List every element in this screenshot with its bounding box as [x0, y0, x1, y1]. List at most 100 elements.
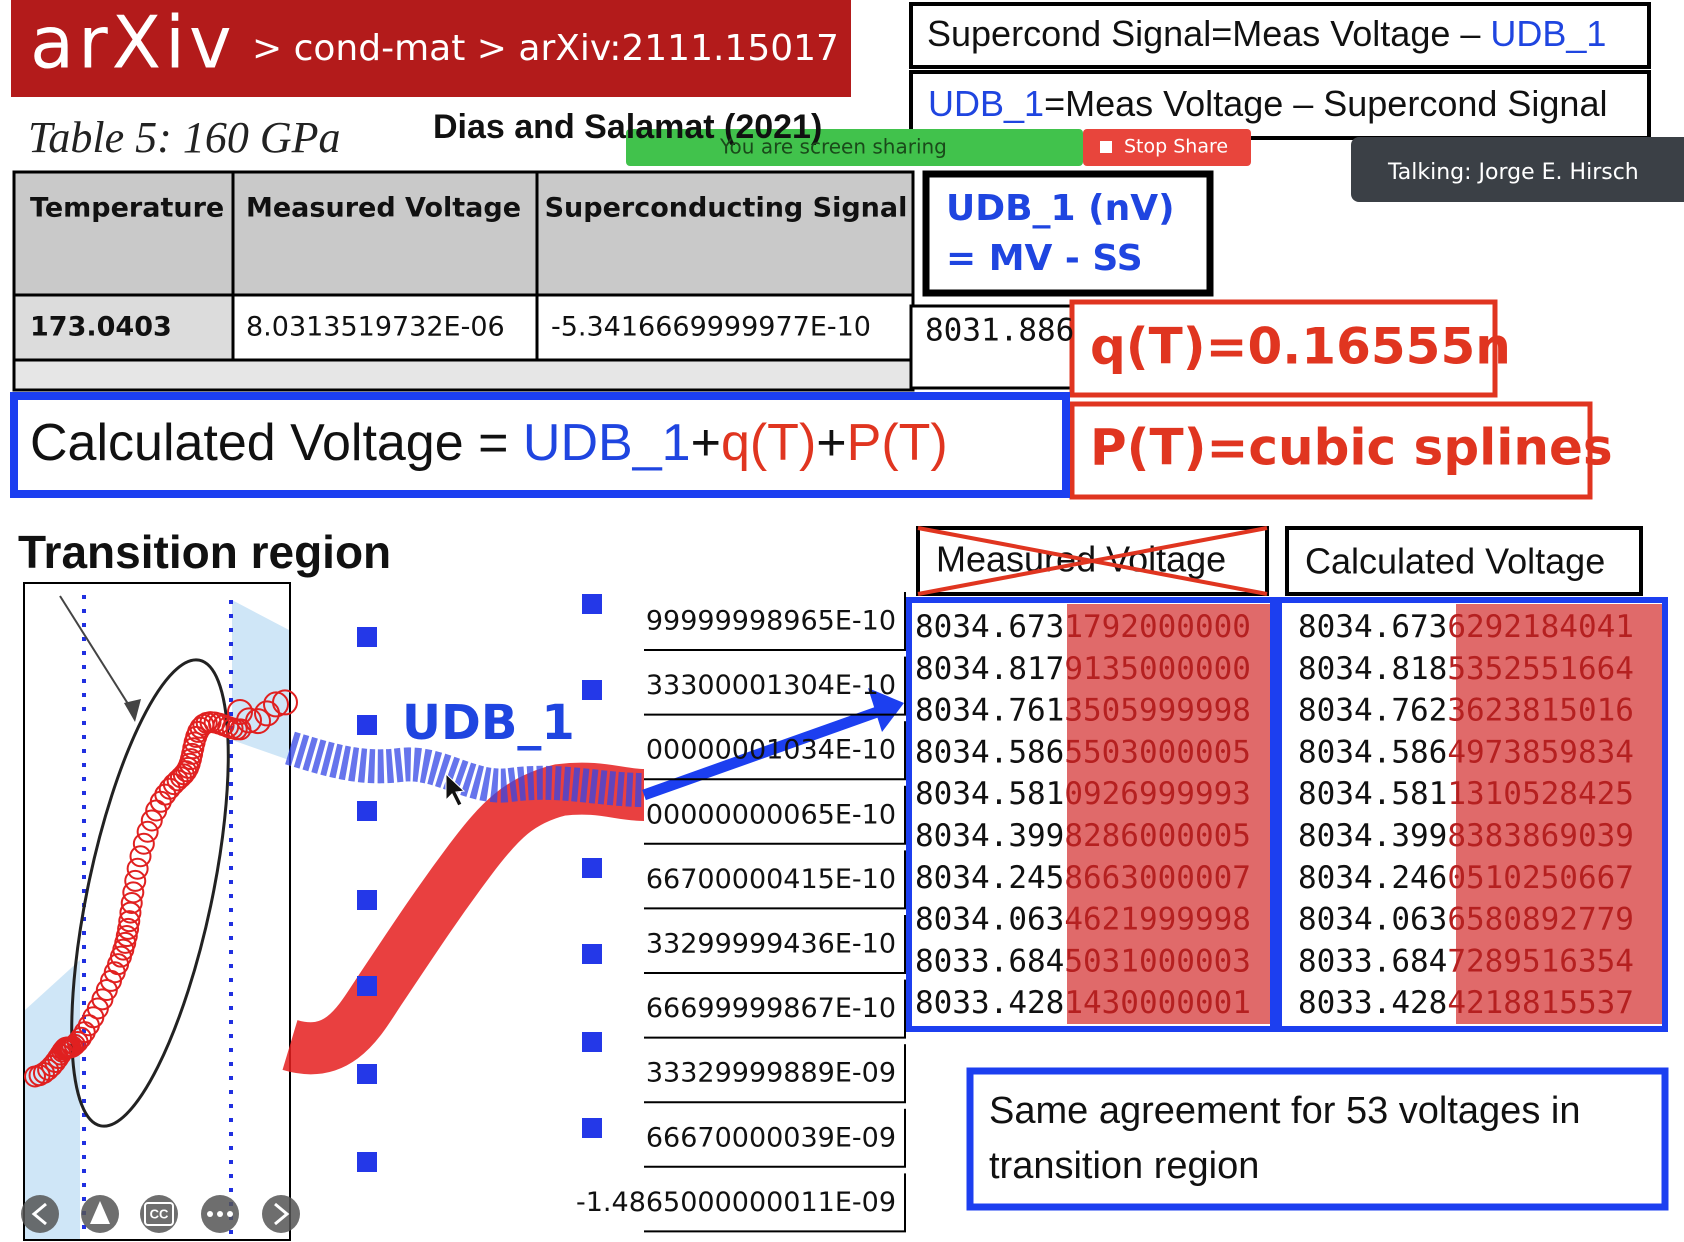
control-button[interactable]	[262, 1195, 300, 1233]
voltage-suffix: 1310528425	[1447, 776, 1634, 812]
icon	[274, 1202, 290, 1226]
voltage-value: 8034.6736292184041	[1298, 609, 1634, 645]
signal-value: 33299999436E-10	[646, 929, 896, 960]
icon	[227, 1211, 233, 1217]
icon	[90, 1201, 110, 1224]
voltage-value: 8034.6731792000000	[915, 609, 1251, 645]
marker	[582, 1032, 602, 1052]
voltage-value: 8034.5865503000005	[915, 734, 1251, 770]
marker	[172, 763, 195, 786]
player-controls: CC	[21, 1195, 300, 1233]
voltage-value: 8033.6847289516354	[1298, 943, 1634, 979]
marker	[126, 857, 149, 880]
column-title: Calculated Voltage	[1305, 541, 1605, 582]
data-box	[906, 597, 1276, 1032]
marker	[32, 1061, 55, 1084]
marker	[357, 1152, 377, 1172]
speaker-name: Talking: Jorge E. Hirsch	[1387, 160, 1639, 185]
voltage-prefix: 8034.063	[915, 901, 1064, 937]
arxiv-banner	[11, 0, 851, 97]
definition: Supercond Signal=Meas Voltage – UDB_1	[927, 13, 1606, 54]
signal-value: 33300001304E-10	[646, 670, 896, 701]
plot-ellipse	[70, 658, 230, 1128]
voltage-prefix: 8034.581	[915, 776, 1064, 812]
marker	[136, 820, 159, 843]
voltage-prefix: 8034.399	[915, 818, 1064, 854]
definition-part: UDB_1	[928, 83, 1044, 124]
highlight	[1067, 604, 1270, 1024]
voltage-value: 8033.4281430000001	[915, 985, 1251, 1021]
voltage-value: 8034.5811310528425	[1298, 776, 1634, 812]
voltage-prefix: 8034.581	[1298, 776, 1447, 812]
voltage-suffix: 4621999998	[1064, 901, 1251, 937]
stop-icon	[1100, 141, 1112, 153]
marker	[357, 890, 377, 910]
marker	[40, 1055, 63, 1078]
column-header: Superconducting Signal	[545, 193, 908, 224]
voltage-suffix: 0510250667	[1447, 859, 1634, 895]
speaker-tooltip	[1351, 137, 1684, 202]
voltage-value: 8034.0636580892779	[1298, 901, 1634, 937]
plot-pointer-head	[124, 699, 141, 722]
marker	[357, 627, 377, 647]
voltage-suffix: 5031000003	[1064, 943, 1251, 979]
voltage-suffix: 4973859834	[1447, 734, 1634, 770]
q-box	[1069, 299, 1498, 398]
marker	[129, 845, 152, 868]
marker	[245, 708, 271, 735]
plot-label: UDB_1	[402, 695, 575, 751]
table-header	[12, 170, 915, 297]
udb-title: UDB_1 (nV)	[946, 188, 1175, 229]
calculated-formula-part: +	[816, 414, 846, 472]
marker	[61, 1035, 84, 1058]
udb-box	[922, 170, 1214, 297]
signal-value: 66699999867E-10	[646, 993, 896, 1024]
marker	[227, 699, 253, 725]
marker	[582, 594, 602, 614]
voltage-value: 8034.2458663000007	[915, 859, 1251, 895]
voltage-suffix: 5352551664	[1447, 650, 1634, 686]
p-definition: P(T)=cubic splines	[1090, 419, 1613, 477]
voltage-suffix: 8286000005	[1064, 818, 1251, 854]
control-button[interactable]	[140, 1195, 178, 1233]
plot-pointer	[59, 595, 136, 716]
note-box	[966, 1067, 1669, 1211]
marker	[118, 910, 141, 933]
voltage-prefix: 8034.673	[915, 609, 1064, 645]
stop-share-button[interactable]	[1083, 129, 1251, 166]
note-text: transition region	[989, 1145, 1259, 1187]
marker	[120, 891, 143, 914]
voltage-prefix: 8034.246	[1298, 859, 1447, 895]
udb-value: 8031.886	[925, 313, 1074, 349]
share-status: You are screen sharing	[719, 135, 947, 159]
voltage-suffix: 0926999993	[1064, 776, 1251, 812]
stop-share-label: Stop Share	[1124, 136, 1228, 158]
voltage-prefix: 8034.586	[1298, 734, 1447, 770]
signal-value: 00000000065E-10	[646, 799, 896, 830]
definition-part: =Meas Voltage – Supercond Signal	[1044, 83, 1607, 124]
marker	[69, 1026, 92, 1049]
voltage-value: 8034.0634621999998	[915, 901, 1251, 937]
signal-value: 33329999889E-09	[646, 1058, 896, 1089]
plot-shade	[25, 960, 80, 1239]
voltage-value: 8034.3998286000005	[915, 818, 1251, 854]
voltage-suffix: 1430000001	[1064, 985, 1251, 1021]
voltage-value: 8034.7613505999998	[915, 692, 1251, 728]
icon	[217, 1211, 223, 1217]
data-box	[1276, 597, 1668, 1032]
table-cell	[535, 293, 915, 362]
voltage-suffix: 5503000005	[1064, 734, 1251, 770]
marker	[140, 809, 163, 832]
definition-box	[909, 2, 1651, 69]
marker	[357, 1064, 377, 1084]
arrow	[642, 705, 882, 801]
marker	[582, 944, 602, 964]
arrow-head	[868, 688, 904, 732]
control-button[interactable]	[21, 1195, 59, 1233]
marker	[357, 715, 377, 735]
highlight	[1456, 604, 1662, 1024]
table-cell-text: -5.3416669999977E-10	[551, 312, 871, 343]
marker	[357, 976, 377, 996]
table-caption: Table 5: 160 GPa	[28, 113, 341, 162]
